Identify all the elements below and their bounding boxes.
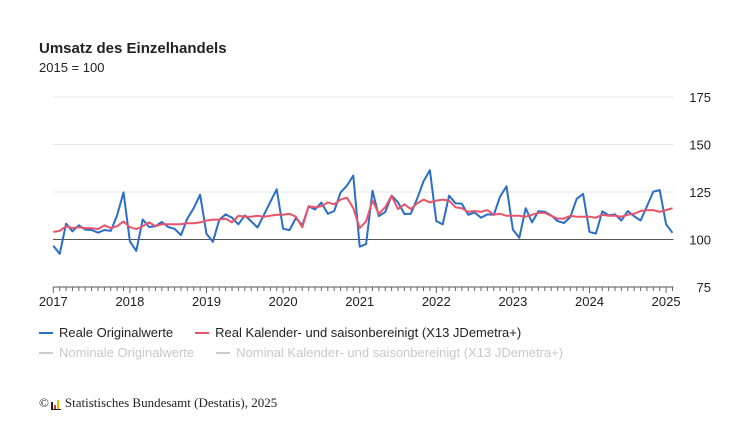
y-tick-label: 75: [697, 280, 711, 295]
x-tick-label: 2018: [115, 294, 144, 309]
x-tick-label: 2023: [498, 294, 527, 309]
x-tick-label: 2020: [269, 294, 298, 309]
x-tick-label: 2019: [192, 294, 221, 309]
source-text: Statistisches Bundesamt (Destatis), 2025: [64, 395, 278, 410]
legend-label: Nominal Kalender- und saisonbereinigt (X…: [236, 345, 564, 360]
y-tick-label: 125: [689, 185, 711, 200]
legend-item-nominal-adjusted[interactable]: Nominal Kalender- und saisonbereinigt (X…: [216, 345, 563, 360]
legend-item-real-adjusted[interactable]: Real Kalender- und saisonbereinigt (X13 …: [195, 325, 521, 340]
legend-label: Reale Originalwerte: [59, 325, 174, 340]
legend-label: Real Kalender- und saisonbereinigt (X13 …: [215, 325, 522, 340]
chart-subtitle: 2015 = 100: [39, 60, 105, 75]
x-tick-label: 2017: [39, 294, 68, 309]
legend-swatch: [216, 351, 231, 354]
copyright-symbol: ©: [39, 395, 49, 410]
y-tick-label: 175: [689, 90, 711, 105]
y-tick-label: 150: [689, 138, 711, 153]
legend-swatch: [39, 331, 53, 334]
series-line-1: [53, 194, 673, 233]
x-tick-label: 2024: [575, 294, 604, 309]
destatis-logo-icon: [50, 398, 61, 410]
legend-item-nominal-original[interactable]: Nominale Originalwerte: [39, 345, 194, 360]
chart-title: Umsatz des Einzelhandels: [39, 40, 227, 57]
legend-swatch: [39, 351, 53, 354]
x-tick-label: 2021: [345, 294, 374, 309]
legend-row-2: Nominale Originalwerte Nominal Kalender-…: [39, 345, 585, 360]
x-tick-label: 2025: [652, 294, 681, 309]
series-line-0: [52, 169, 674, 255]
legend-swatch: [195, 331, 210, 334]
x-tick-label: 2022: [422, 294, 451, 309]
y-tick-label: 100: [689, 233, 711, 248]
legend-item-real-original[interactable]: Reale Originalwerte: [39, 325, 173, 340]
legend-label: Nominale Originalwerte: [59, 345, 195, 360]
source-footer: © Statistisches Bundesamt (Destatis), 20…: [39, 395, 277, 411]
legend-row-1: Reale Originalwerte Real Kalender- und s…: [39, 325, 543, 340]
